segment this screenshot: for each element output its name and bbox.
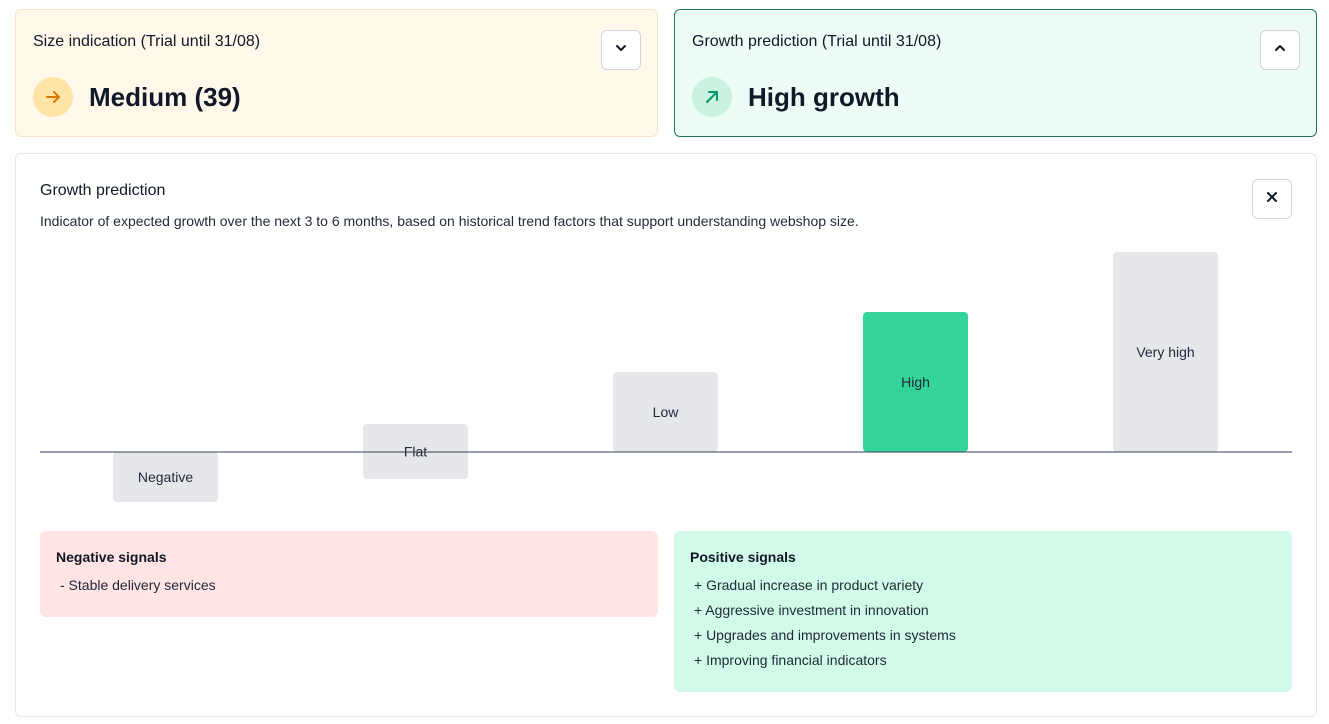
size-indication-card: Size indication (Trial until 31/08) Medi… — [15, 9, 658, 137]
bar-very-high — [1113, 252, 1218, 452]
chevron-up-icon — [1273, 41, 1287, 60]
negative-signals-list: - Stable delivery services — [56, 573, 642, 598]
arrow-right-icon — [33, 77, 73, 117]
bar-label: High — [901, 374, 930, 390]
signal-item: + Aggressive investment in innovation — [694, 602, 929, 618]
arrow-up-right-icon — [692, 77, 732, 117]
size-card-value: Medium (39) — [89, 82, 241, 112]
bar-label: Low — [653, 404, 680, 420]
signal-item: + Upgrades and improvements in systems — [694, 627, 956, 643]
negative-signals-box: Negative signals - Stable delivery servi… — [40, 531, 658, 617]
detail-description: Indicator of expected growth over the ne… — [40, 213, 859, 229]
growth-detail-panel: Growth prediction Indicator of expected … — [15, 153, 1317, 717]
chevron-down-icon — [614, 41, 628, 60]
growth-card-title: Growth prediction (Trial until 31/08) — [692, 33, 942, 50]
signal-item: + Gradual increase in product variety — [694, 577, 924, 593]
growth-prediction-card: Growth prediction (Trial until 31/08) Hi… — [674, 9, 1317, 137]
negative-signals-title: Negative signals — [56, 549, 167, 565]
collapse-growth-button[interactable] — [1260, 30, 1300, 70]
growth-card-value: High growth — [748, 82, 900, 112]
close-button[interactable] — [1252, 179, 1292, 219]
size-card-title: Size indication (Trial until 31/08) — [33, 33, 261, 50]
detail-title: Growth prediction — [40, 182, 166, 199]
positive-signals-title: Positive signals — [690, 549, 796, 565]
positive-signals-list: + Gradual increase in product variety + A… — [690, 573, 1276, 673]
bar-high — [863, 312, 968, 452]
bar-label: Negative — [138, 469, 193, 485]
positive-signals-box: Positive signals + Gradual increase in p… — [674, 531, 1292, 692]
expand-size-button[interactable] — [601, 30, 641, 70]
bar-negative — [113, 452, 218, 502]
close-icon — [1265, 190, 1279, 209]
bar-label: Very high — [1136, 344, 1194, 360]
signal-item: + Improving financial indicators — [694, 652, 887, 668]
bar-low — [613, 372, 718, 452]
signal-item: - Stable delivery services — [60, 577, 216, 593]
